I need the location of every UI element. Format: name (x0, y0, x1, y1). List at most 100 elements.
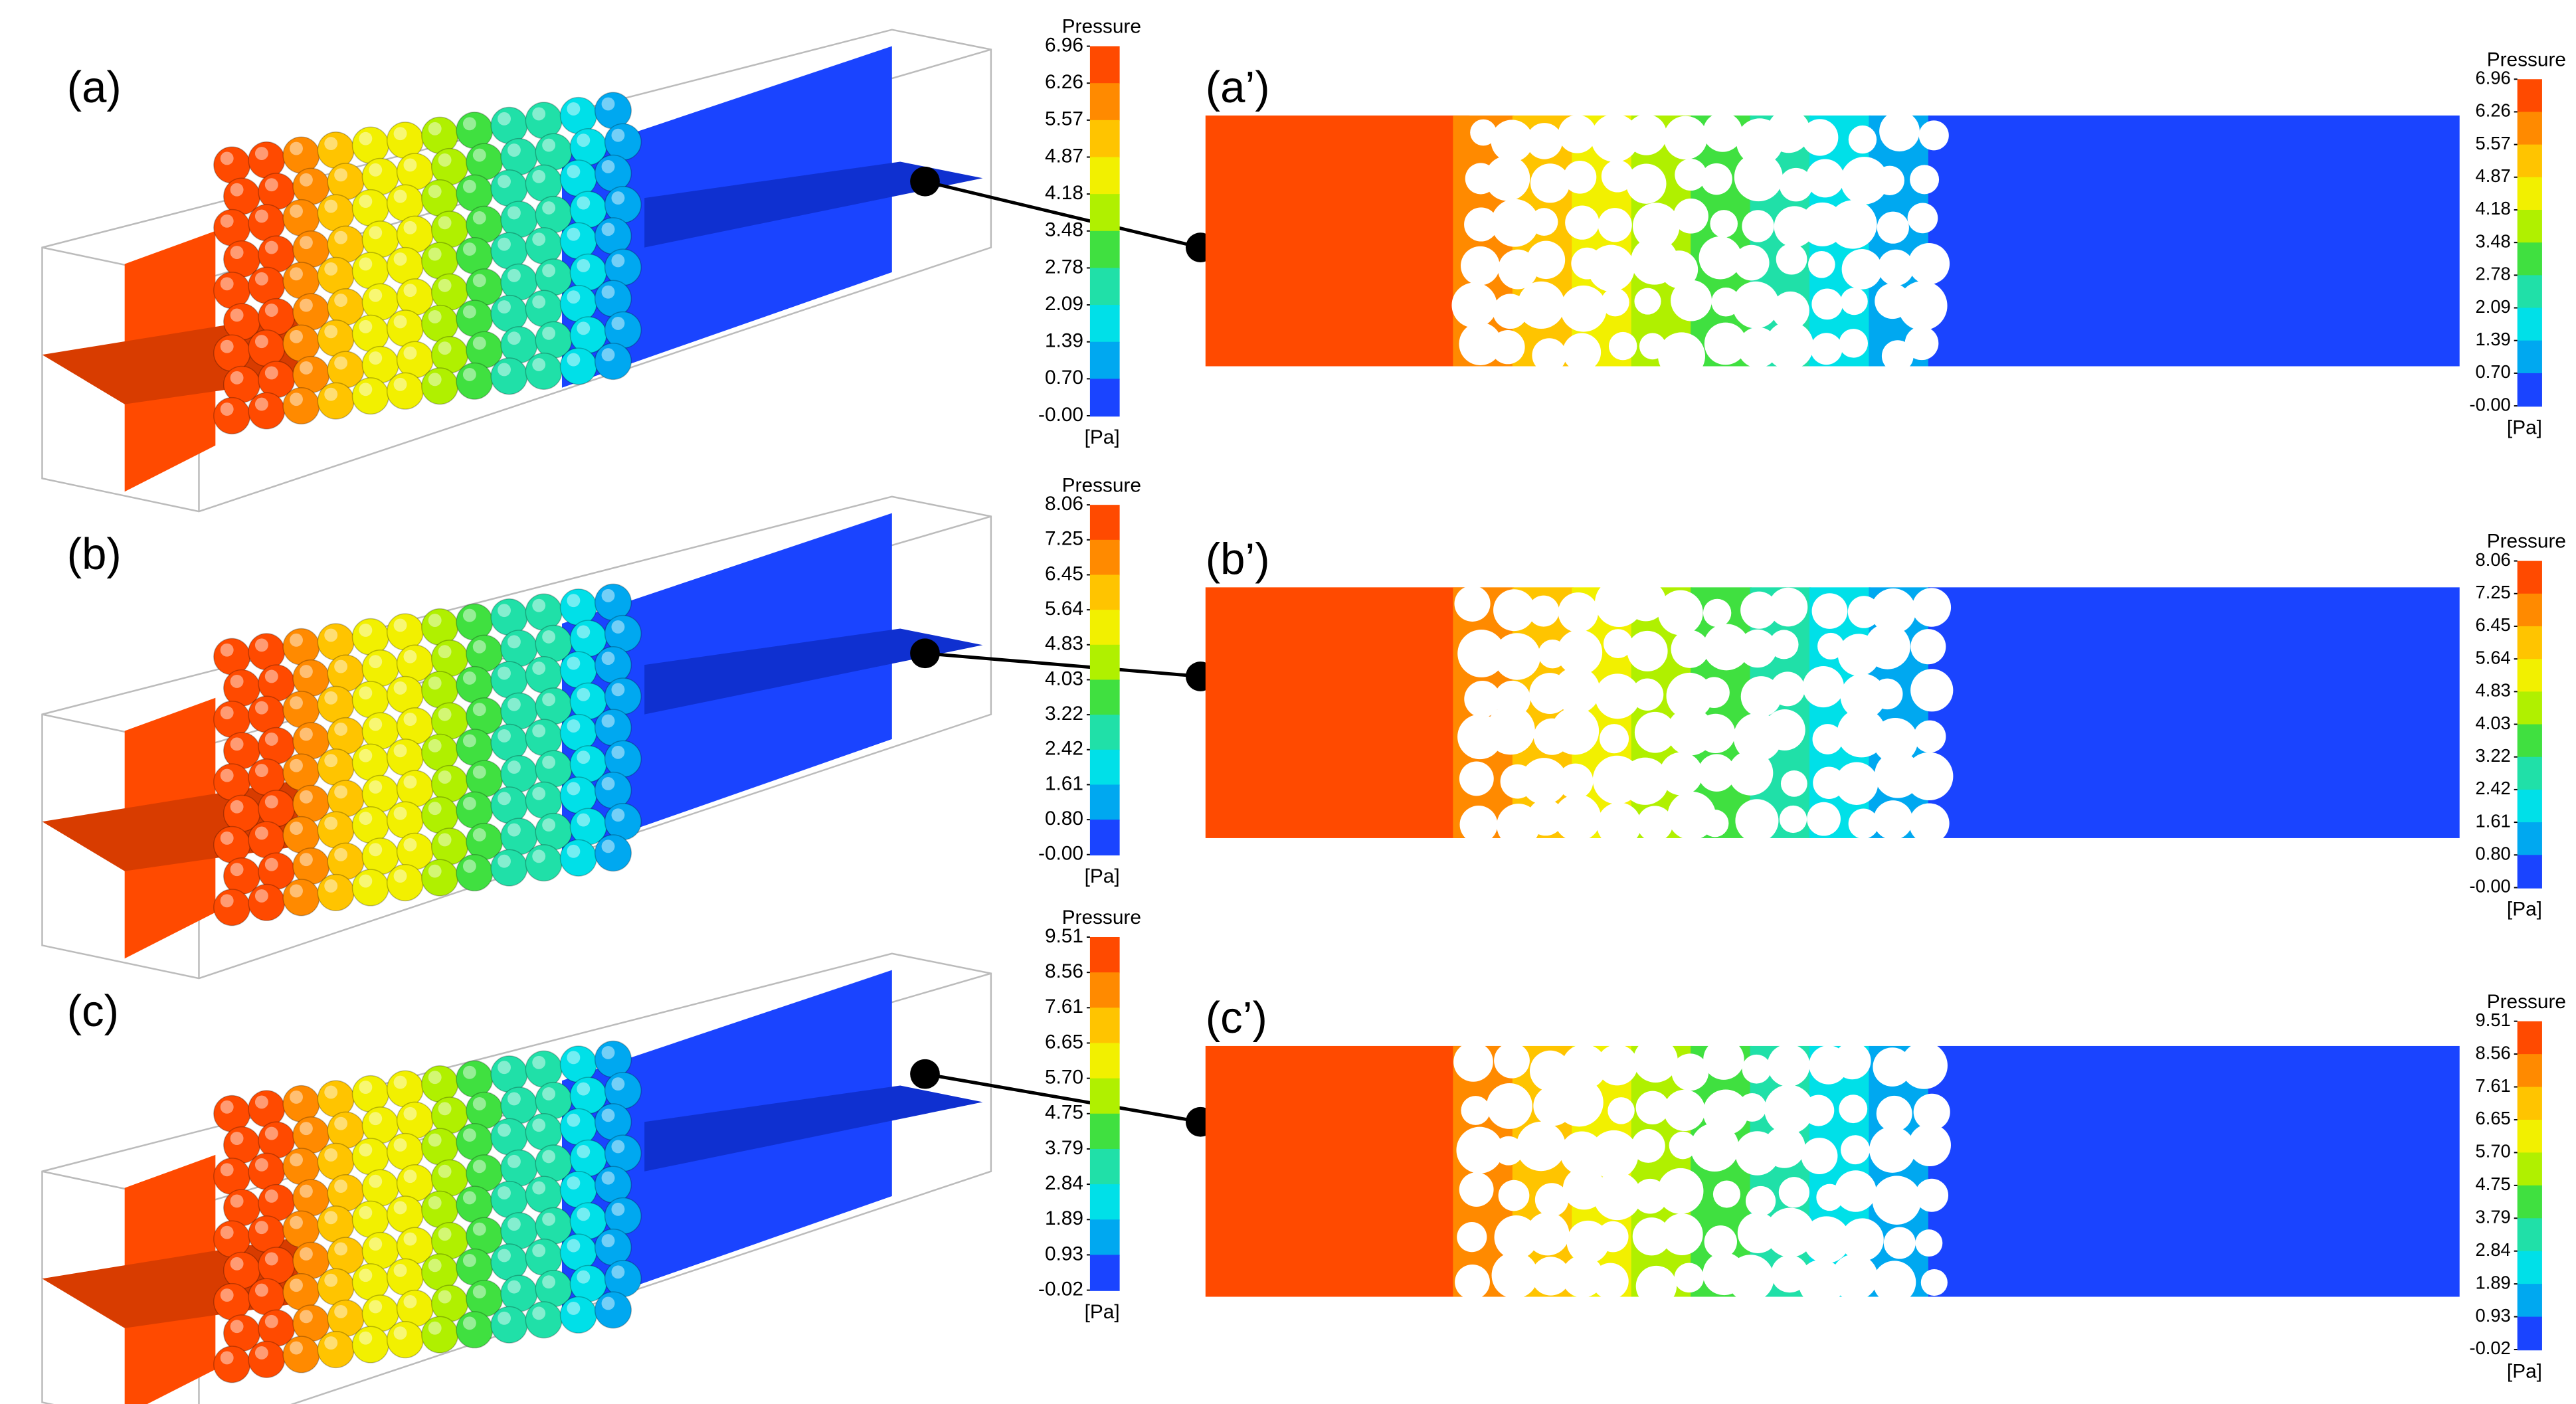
particle (525, 164, 563, 202)
particle-shine (264, 857, 278, 871)
panel-label: (b’) (1206, 534, 1270, 584)
slice-particle (1494, 1215, 1538, 1259)
particle (559, 839, 597, 877)
particle-shine (428, 373, 442, 387)
row-0: (a)Pressure6.966.265.574.874.183.482.782… (41, 16, 2566, 513)
particle (525, 102, 563, 139)
slice-particle (1464, 681, 1501, 717)
particle (559, 1233, 597, 1271)
slice-particle (1671, 280, 1712, 321)
slice-particle (1531, 1257, 1570, 1296)
particle-shine (300, 1184, 313, 1198)
particle (421, 367, 459, 405)
particle-shine (369, 1300, 383, 1314)
slice-particle (1461, 1096, 1491, 1125)
slice-particle (1498, 1180, 1530, 1211)
slice-particle (1634, 711, 1676, 753)
particle-shine (532, 786, 546, 800)
colorbar-band (2517, 756, 2542, 791)
slice-particle (1661, 1213, 1703, 1256)
particle (282, 1085, 320, 1122)
colorbar-tick-label: 2.84 (2476, 1239, 2511, 1260)
particle-shine (300, 790, 313, 804)
particle-shine (532, 724, 546, 738)
slice-particle (1671, 630, 1709, 668)
particle (559, 96, 597, 134)
slice-particle (1690, 1123, 1739, 1172)
particle-shine (369, 226, 383, 240)
slice-particle (1551, 707, 1600, 755)
particle (421, 1190, 459, 1228)
particle (386, 1070, 424, 1108)
colorbar-band (1089, 610, 1120, 646)
particle-shine (393, 681, 407, 695)
particle-shine (334, 294, 348, 307)
particle (282, 324, 320, 362)
particle (604, 614, 642, 652)
particle-shine (359, 1081, 373, 1094)
slice-particle (1764, 1085, 1814, 1134)
particle-shine (438, 833, 452, 847)
slice-particle (1910, 165, 1940, 195)
colorbar-unit: [Pa] (1085, 426, 1120, 448)
particle-shine (428, 122, 442, 135)
particle (456, 1122, 494, 1161)
particle (386, 1258, 424, 1296)
particle-shine (393, 1138, 407, 1152)
slice-particle (1591, 114, 1639, 163)
particle-shine (264, 1314, 278, 1328)
colorbar-tick-label: 3.79 (1045, 1137, 1083, 1159)
slice-particle (1534, 1183, 1569, 1217)
colorbar-tick-label: 4.18 (1045, 182, 1083, 204)
particle-shine (462, 1253, 476, 1267)
particle-shine (567, 844, 581, 858)
particle-shine (507, 635, 521, 649)
particle-shine (472, 1160, 486, 1174)
particle-shine (498, 854, 511, 868)
particle (604, 311, 642, 349)
particle-shine (300, 1310, 313, 1324)
particle-shine (254, 1283, 268, 1297)
colorbar-tick-label: 9.51 (2476, 1009, 2511, 1030)
particle (248, 1090, 286, 1128)
particle-shine (359, 1143, 373, 1157)
slice-particle (1738, 1093, 1767, 1122)
slice-particle (1633, 1038, 1678, 1083)
particle-shine (611, 1140, 625, 1154)
colorbar-band (1089, 820, 1120, 856)
particle-shine (254, 209, 268, 223)
particle (594, 1040, 632, 1078)
particle-shine (300, 1247, 313, 1261)
particle (421, 608, 459, 646)
particle (421, 242, 459, 280)
connector (925, 652, 1201, 678)
colorbar-tick-label: 3.48 (1045, 219, 1083, 241)
colorbar-tick-label: 7.61 (2476, 1075, 2511, 1096)
colorbar-tick-label: 7.61 (1045, 996, 1083, 1017)
particle (248, 758, 286, 796)
slice-particle (1876, 1095, 1912, 1132)
colorbar-band (2517, 1054, 2542, 1088)
particle-shine (472, 765, 486, 779)
colorbar-band (1089, 505, 1120, 541)
particle-shine (300, 853, 313, 867)
particle (421, 796, 459, 834)
particle-shine (472, 1097, 486, 1110)
particle (317, 685, 355, 723)
slice-particle (1554, 794, 1602, 841)
colorbar-tick-label: 0.80 (1045, 808, 1083, 830)
particle-shine (438, 770, 452, 784)
slice-particle (1840, 288, 1868, 315)
particle-shine (462, 367, 476, 381)
slice-particle (1702, 112, 1743, 152)
particle (525, 1176, 563, 1213)
slice-particle (1905, 752, 1954, 801)
colorbar-tick-label: 0.70 (1045, 367, 1083, 389)
slice-particle (1873, 1261, 1916, 1304)
particle (386, 1132, 424, 1170)
colorbar-band (1089, 1219, 1120, 1256)
slice-particle (1745, 1185, 1776, 1217)
particle (456, 1311, 494, 1349)
particle-shine (220, 1288, 234, 1302)
slice-particle (1601, 288, 1629, 317)
